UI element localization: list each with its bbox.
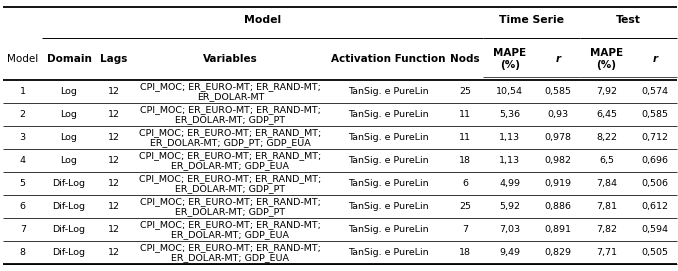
Text: Log: Log <box>60 110 77 119</box>
Text: 7,82: 7,82 <box>596 225 617 234</box>
Text: 4: 4 <box>20 156 26 165</box>
Text: TanSig. e PureLin: TanSig. e PureLin <box>348 110 428 119</box>
Text: r: r <box>652 54 658 64</box>
Text: 0,585: 0,585 <box>544 87 572 96</box>
Text: Variables: Variables <box>203 54 258 64</box>
Text: 1: 1 <box>20 87 26 96</box>
Text: CPI_MOC; ER_EURO-MT; ER_RAND_MT;
ER_DOLAR-MT; GDP_PT: CPI_MOC; ER_EURO-MT; ER_RAND_MT; ER_DOLA… <box>139 174 321 193</box>
Text: 7: 7 <box>20 225 26 234</box>
Text: 2: 2 <box>20 110 26 119</box>
Text: 0,696: 0,696 <box>641 156 669 165</box>
Text: 0,829: 0,829 <box>544 248 572 257</box>
Text: Dif-Log: Dif-Log <box>52 202 85 211</box>
Text: 12: 12 <box>108 133 120 142</box>
Text: 1,13: 1,13 <box>499 133 520 142</box>
Text: 12: 12 <box>108 202 120 211</box>
Text: 1,13: 1,13 <box>499 156 520 165</box>
Text: CPI_MOC; ER_EURO-MT; ER_RAND-MT;
ER_DOLAR-MT; GDP_PT: CPI_MOC; ER_EURO-MT; ER_RAND-MT; ER_DOLA… <box>140 105 321 124</box>
Text: TanSig. e PureLin: TanSig. e PureLin <box>348 133 428 142</box>
Text: 0,712: 0,712 <box>641 133 669 142</box>
Text: Log: Log <box>60 133 77 142</box>
Text: TanSig. e PureLin: TanSig. e PureLin <box>348 225 428 234</box>
Text: 0,505: 0,505 <box>641 248 669 257</box>
Text: CPI_MOC; ER_EURO-MT; ER_RAND_MT;
ER_DOLAR-MT; GDP_PT; GDP_EUA: CPI_MOC; ER_EURO-MT; ER_RAND_MT; ER_DOLA… <box>139 128 321 147</box>
Text: TanSig. e PureLin: TanSig. e PureLin <box>348 202 428 211</box>
Text: 11: 11 <box>459 110 471 119</box>
Text: 0,891: 0,891 <box>544 225 572 234</box>
Text: MAPE
(%): MAPE (%) <box>493 48 526 70</box>
Text: 8,22: 8,22 <box>596 133 617 142</box>
Text: Dif-Log: Dif-Log <box>52 225 85 234</box>
Text: 6: 6 <box>20 202 26 211</box>
Text: 6,5: 6,5 <box>599 156 614 165</box>
Text: Log: Log <box>60 87 77 96</box>
Text: Model: Model <box>7 54 39 64</box>
Text: Dif-Log: Dif-Log <box>52 248 85 257</box>
Text: 0,919: 0,919 <box>544 179 572 188</box>
Text: 10,54: 10,54 <box>496 87 523 96</box>
Text: 0,982: 0,982 <box>544 156 572 165</box>
Text: TanSig. e PureLin: TanSig. e PureLin <box>348 248 428 257</box>
Text: TanSig. e PureLin: TanSig. e PureLin <box>348 179 428 188</box>
Text: 6: 6 <box>462 179 468 188</box>
Text: CPI_MOC; ER_EURO-MT; ER_RAND_MT;
ER_DOLAR-MT; GDP_EUA: CPI_MOC; ER_EURO-MT; ER_RAND_MT; ER_DOLA… <box>139 151 321 170</box>
Text: 18: 18 <box>459 248 471 257</box>
Text: 4,99: 4,99 <box>499 179 520 188</box>
Text: 12: 12 <box>108 179 120 188</box>
Text: Nods: Nods <box>450 54 480 64</box>
Text: 7,03: 7,03 <box>499 225 520 234</box>
Text: 3: 3 <box>20 133 26 142</box>
Text: r: r <box>555 54 561 64</box>
Text: Test: Test <box>616 15 641 25</box>
Text: TanSig. e PureLin: TanSig. e PureLin <box>348 87 428 96</box>
Text: 12: 12 <box>108 87 120 96</box>
Text: 5,36: 5,36 <box>499 110 520 119</box>
Text: CPI_MOC; ER_EURO-MT; ER_RAND-MT;
ER_DOLAR-MT; GDP_EUA: CPI_MOC; ER_EURO-MT; ER_RAND-MT; ER_DOLA… <box>140 243 321 262</box>
Text: 7,71: 7,71 <box>596 248 617 257</box>
Text: 5: 5 <box>20 179 26 188</box>
Text: 25: 25 <box>459 202 471 211</box>
Text: Time Serie: Time Serie <box>499 15 563 25</box>
Text: 6,45: 6,45 <box>596 110 617 119</box>
Text: 12: 12 <box>108 110 120 119</box>
Text: 5,92: 5,92 <box>499 202 520 211</box>
Text: Domain: Domain <box>47 54 92 64</box>
Text: 11: 11 <box>459 133 471 142</box>
Text: 9,49: 9,49 <box>499 248 520 257</box>
Text: 0,574: 0,574 <box>641 87 669 96</box>
Text: 0,594: 0,594 <box>641 225 669 234</box>
Text: 7,81: 7,81 <box>596 202 617 211</box>
Text: 8: 8 <box>20 248 26 257</box>
Text: 12: 12 <box>108 225 120 234</box>
Text: 7: 7 <box>462 225 468 234</box>
Text: 7,92: 7,92 <box>596 87 617 96</box>
Text: Activation Function: Activation Function <box>331 54 445 64</box>
Text: CPI_MOC; ER_EURO-MT; ER_RAND-MT;
ER_DOLAR-MT; GDP_PT: CPI_MOC; ER_EURO-MT; ER_RAND-MT; ER_DOLA… <box>140 197 321 216</box>
Text: 12: 12 <box>108 156 120 165</box>
Text: 12: 12 <box>108 248 120 257</box>
Text: 0,978: 0,978 <box>544 133 572 142</box>
Text: CPI_MOC; ER_EURO-MT; ER_RAND-MT;
ER_DOLAR-MT: CPI_MOC; ER_EURO-MT; ER_RAND-MT; ER_DOLA… <box>140 82 321 101</box>
Text: 7,84: 7,84 <box>596 179 617 188</box>
Text: 0,612: 0,612 <box>641 202 669 211</box>
Text: 0,585: 0,585 <box>641 110 669 119</box>
Text: Log: Log <box>60 156 77 165</box>
Text: MAPE
(%): MAPE (%) <box>590 48 623 70</box>
Text: 0,886: 0,886 <box>544 202 572 211</box>
Text: 0,506: 0,506 <box>641 179 669 188</box>
Text: 18: 18 <box>459 156 471 165</box>
Text: Dif-Log: Dif-Log <box>52 179 85 188</box>
Text: Model: Model <box>244 15 281 25</box>
Text: TanSig. e PureLin: TanSig. e PureLin <box>348 156 428 165</box>
Text: 0,93: 0,93 <box>548 110 569 119</box>
Text: Lags: Lags <box>100 54 127 64</box>
Text: 25: 25 <box>459 87 471 96</box>
Text: CPI_MOC; ER_EURO-MT; ER_RAND-MT;
ER_DOLAR-MT; GDP_EUA: CPI_MOC; ER_EURO-MT; ER_RAND-MT; ER_DOLA… <box>140 220 321 239</box>
